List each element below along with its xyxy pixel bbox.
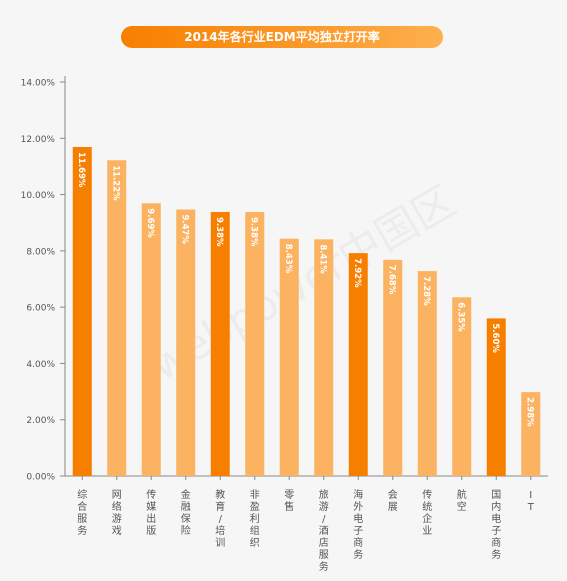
bar-value-label: 7.92% [352,258,362,288]
y-tick-label: 14.00% [21,79,56,89]
title-banner [121,26,443,48]
x-category-label: 综合服务 [77,488,87,537]
bar-value-label: 7.68% [386,265,396,295]
bar-11 [417,271,437,476]
bar-value-label: 8.41% [317,244,327,274]
x-category-label: 网络游戏 [112,489,122,537]
x-category-label: 金融保险 [181,488,191,537]
x-category-label: 海外电子商务 [353,488,363,561]
x-category-label: 航空 [457,488,467,513]
chart-title: 2014年各行业EDM平均独立打开率 [184,30,380,44]
bar-14 [521,392,541,476]
x-category-label: 非盈利组织 [250,489,260,549]
bar-value-label: 9.38% [248,217,258,247]
bar-4 [176,209,196,477]
bar-6 [245,212,265,476]
bar-value-label: 2.98% [524,397,534,427]
bar-1 [72,147,92,476]
bar-3 [141,203,161,476]
bar-value-label: 7.28% [421,276,431,306]
bar-2 [107,160,127,477]
y-tick-label: 8.00% [26,247,55,257]
y-tick-label: 6.00% [26,304,55,314]
x-category-label: 旅游/酒店服务 [319,488,329,573]
bar-value-label: 11.69% [76,152,86,188]
bar-10 [383,259,403,476]
bar-7 [279,238,299,476]
x-category-label: 传统企业 [422,489,432,537]
bar-value-label: 9.38% [214,217,224,247]
bar-8 [314,239,334,476]
y-tick-label: 12.00% [21,135,56,145]
x-category-label: 教育/培训 [215,488,225,549]
bar-value-label: 9.69% [145,208,155,238]
y-tick-label: 2.00% [26,416,55,426]
x-category-label: 传媒出版 [146,489,156,537]
bar-value-label: 11.22% [110,165,120,201]
bar-9 [348,253,368,476]
x-category-label: 国内电子商务 [491,489,501,561]
y-tick-label: 10.00% [21,191,56,201]
x-category-label: 零售 [284,489,294,513]
bar-12 [452,297,472,476]
y-tick-label: 0.00% [26,473,55,483]
bar-value-label: 9.47% [179,214,189,244]
y-tick-label: 4.00% [26,360,55,370]
bar-13 [486,318,506,476]
bar-value-label: 5.60% [490,323,500,353]
bar-value-label: 8.43% [283,244,293,274]
x-category-label: 会展 [388,488,398,513]
bar-value-label: 6.35% [455,302,465,332]
bar-5 [210,212,230,476]
